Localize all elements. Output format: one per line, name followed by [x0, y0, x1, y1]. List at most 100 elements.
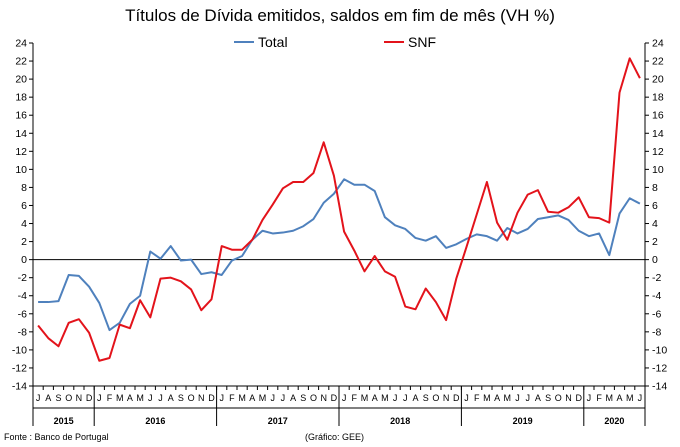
y-tick-label-left: -2 [18, 272, 27, 284]
y-tick-label-right: 24 [652, 38, 664, 50]
y-tick-label-right: -4 [652, 290, 661, 302]
x-tick-label: J [342, 393, 347, 403]
x-tick-label: S [300, 393, 306, 403]
x-tick-label: M [504, 393, 512, 403]
y-tick-label-right: 6 [652, 200, 658, 212]
x-tick-label: D [453, 393, 460, 403]
x-tick-label: F [474, 393, 480, 403]
series-line-snf [37, 57, 641, 362]
y-tick-label-left: 6 [21, 200, 27, 212]
y-tick-label-right: 2 [652, 236, 658, 248]
y-tick-label-right: -14 [652, 381, 667, 393]
x-tick-label: A [494, 393, 500, 403]
x-tick-label: J [464, 393, 469, 403]
y-tick-label-left: 20 [15, 74, 27, 86]
y-tick-label-right: 4 [652, 218, 658, 230]
y-tick-label-left: 2 [21, 236, 27, 248]
x-tick-label: F [229, 393, 235, 403]
x-tick-label: F [107, 393, 113, 403]
y-tick-label-right: -8 [652, 326, 661, 338]
x-tick-label: J [515, 393, 520, 403]
y-tick-label-left: 4 [21, 218, 27, 230]
x-tick-label: N [76, 393, 83, 403]
x-tick-label: J [525, 393, 530, 403]
x-tick-label: A [290, 393, 296, 403]
x-tick-label: D [86, 393, 93, 403]
y-tick-label-right: 18 [652, 92, 664, 104]
y-tick-label-left: 14 [15, 128, 27, 140]
x-tick-label: M [136, 393, 144, 403]
x-tick-label: J [36, 393, 41, 403]
x-tick-label: A [412, 393, 418, 403]
x-tick-label: N [198, 393, 205, 403]
y-tick-label-left: 22 [15, 56, 27, 68]
x-tick-label: S [545, 393, 551, 403]
x-tick-label: J [638, 393, 643, 403]
x-tick-label: O [188, 393, 195, 403]
y-tick-label-left: 16 [15, 110, 27, 122]
x-tick-label: J [281, 393, 286, 403]
x-tick-label: N [320, 393, 327, 403]
y-tick-label-left: -12 [12, 362, 27, 374]
x-tick-label: D [331, 393, 338, 403]
series-line-total [38, 178, 641, 332]
chart-title: Títulos de Dívida emitidos, saldos em fi… [125, 6, 555, 25]
y-tick-label-right: -2 [652, 272, 661, 284]
x-tick-label: A [372, 393, 378, 403]
x-tick-label: M [238, 393, 246, 403]
source-note: Fonte : Banco de Portugal [4, 432, 109, 442]
x-tick-label: O [310, 393, 317, 403]
x-tick-label: J [403, 393, 408, 403]
x-tick-label: D [575, 393, 582, 403]
x-tick-label: A [45, 393, 51, 403]
x-tick-label: J [158, 393, 163, 403]
year-label: 2016 [145, 416, 165, 426]
x-tick-label: D [208, 393, 215, 403]
x-tick-label: N [565, 393, 572, 403]
x-tick-label: A [168, 393, 174, 403]
x-tick-label: M [116, 393, 124, 403]
x-tick-label: S [55, 393, 61, 403]
y-tick-label-right: 10 [652, 164, 664, 176]
x-tick-label: A [535, 393, 541, 403]
x-tick-label: N [443, 393, 450, 403]
y-tick-label-left: 24 [15, 38, 27, 50]
y-tick-label-left: 8 [21, 182, 27, 194]
y-tick-label-right: -10 [652, 344, 667, 356]
legend-label-snf: SNF [408, 34, 436, 50]
x-tick-label: M [626, 393, 634, 403]
y-tick-label-left: -14 [12, 381, 27, 393]
credit-note: (Gráfico: GEE) [305, 432, 365, 442]
x-tick-label: M [259, 393, 267, 403]
x-tick-label: S [423, 393, 429, 403]
x-tick-label: J [148, 393, 153, 403]
x-tick-label: M [361, 393, 369, 403]
x-tick-label: O [65, 393, 72, 403]
x-tick-label: J [393, 393, 398, 403]
x-tick-label: S [178, 393, 184, 403]
year-label: 2020 [604, 416, 624, 426]
y-tick-label-right: 16 [652, 110, 664, 122]
x-tick-label: A [616, 393, 622, 403]
year-label: 2015 [54, 416, 74, 426]
y-tick-label-right: 22 [652, 56, 664, 68]
x-tick-label: J [219, 393, 224, 403]
y-tick-label-right: 12 [652, 146, 664, 158]
y-tick-label-left: -4 [18, 290, 27, 302]
year-label: 2018 [390, 416, 410, 426]
x-tick-label: O [555, 393, 562, 403]
y-tick-label-right: 0 [652, 254, 658, 266]
y-tick-label-left: 0 [21, 254, 27, 266]
year-label: 2017 [268, 416, 288, 426]
y-tick-label-left: 10 [15, 164, 27, 176]
legend-swatch-snf [384, 41, 404, 43]
legend-item-total: Total [234, 34, 288, 50]
x-tick-label: F [596, 393, 602, 403]
x-tick-label: J [270, 393, 275, 403]
y-tick-label-left: -8 [18, 326, 27, 338]
x-tick-label: M [381, 393, 389, 403]
x-tick-label: J [97, 393, 102, 403]
legend-item-snf: SNF [384, 34, 436, 50]
